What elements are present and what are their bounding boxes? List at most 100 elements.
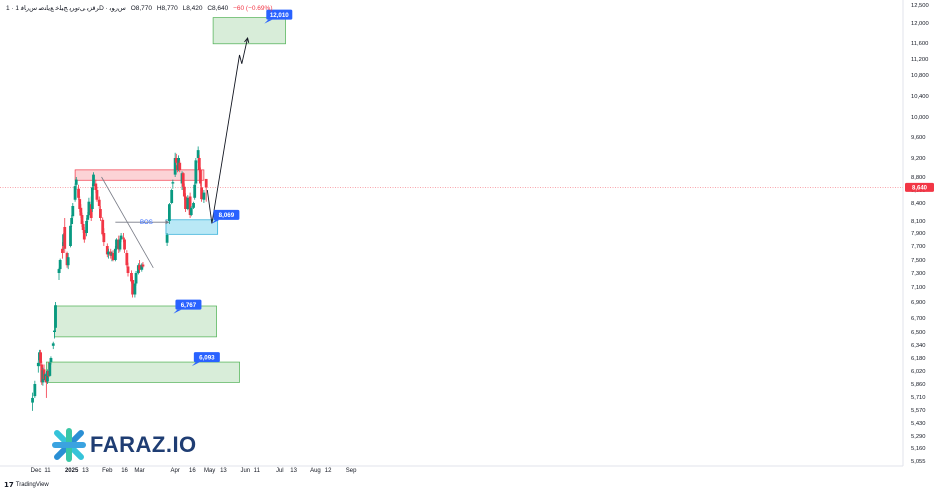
- candle-body: [66, 257, 70, 266]
- candle-body: [111, 253, 115, 260]
- x-tick-label: Sep: [346, 468, 357, 474]
- candle-body: [131, 280, 134, 295]
- candle-body: [70, 218, 74, 224]
- candle-body: [165, 234, 169, 243]
- candle-body: [197, 158, 201, 170]
- y-tick-label: 5,160: [911, 446, 926, 452]
- faraz-watermark: FARAZ.IO: [52, 428, 197, 462]
- price-label-box: [213, 209, 240, 220]
- y-tick-label: 6,340: [911, 343, 926, 349]
- price-label-box: [193, 352, 220, 363]
- candle-body: [193, 184, 197, 198]
- bos-arrow-icon: [165, 220, 170, 225]
- candle-body: [102, 233, 106, 243]
- y-tick-label: 8,100: [911, 219, 926, 225]
- price-label: 8,069: [219, 212, 235, 219]
- candle-body: [92, 174, 95, 187]
- candle-body: [194, 160, 198, 184]
- candle-body: [86, 215, 90, 220]
- price-label-pointer-icon: [191, 362, 200, 367]
- candle-body: [69, 225, 72, 246]
- y-tick-label: 9,600: [911, 135, 926, 141]
- candle-body: [81, 224, 85, 230]
- candle-body: [122, 237, 125, 239]
- last-price-tag: [905, 182, 934, 192]
- candle-body: [138, 265, 141, 270]
- y-tick-label: 6,020: [911, 369, 926, 375]
- y-tick-label: 8,400: [911, 201, 926, 207]
- candle-body: [77, 188, 80, 198]
- x-tick-label: Dec: [31, 468, 42, 474]
- bos-label: BOS: [140, 220, 153, 226]
- projection-path: [206, 37, 249, 224]
- tradingview-footer[interactable]: 𝟭𝟳 TradingView: [4, 481, 49, 489]
- x-tick-label: 2025: [65, 468, 79, 474]
- zone-red: [74, 169, 205, 181]
- candle-body: [173, 158, 177, 175]
- y-tick-label: 7,500: [911, 258, 926, 264]
- ohlc-low: L8,420: [182, 5, 203, 12]
- price-label-box: [266, 9, 293, 20]
- price-label: 6,767: [181, 302, 197, 309]
- candle-body: [200, 187, 203, 200]
- x-tick-label: 11: [254, 468, 261, 474]
- candle-body: [78, 199, 82, 209]
- x-tick-label: 13: [220, 468, 227, 474]
- symbol-name[interactable]: ﺮﻗﺰﯾ ﯽﺗﻭﺮﭘ ﺞﯿﻠﺧ ﻊﯾﺎﻨﺻ ﺱﺭﺎﻓ 1 · 1D · ﺱﺭﻮﺑ: [6, 5, 126, 12]
- x-tick-label: Aug: [310, 468, 321, 474]
- price-label-pointer-icon: [173, 309, 182, 314]
- candle-body: [118, 239, 122, 250]
- x-tick-label: 11: [44, 468, 51, 474]
- y-tick-label: 10,400: [911, 94, 929, 100]
- x-tick-label: May: [204, 468, 215, 474]
- y-tick-label: 11,200: [911, 57, 928, 63]
- candle-body: [199, 169, 202, 184]
- candle-body: [31, 397, 34, 403]
- last-price-label: 8,640: [912, 185, 928, 191]
- candle-body: [63, 227, 67, 249]
- x-tick-label: 16: [189, 468, 196, 474]
- candle-body: [189, 207, 193, 215]
- candle-body: [39, 352, 42, 363]
- candle-body: [87, 201, 91, 215]
- candle-body: [51, 343, 55, 346]
- candle-body: [36, 362, 40, 367]
- candle-body: [54, 305, 57, 328]
- candle-body: [85, 221, 88, 233]
- symbol-header: ﺮﻗﺰﯾ ﯽﺗﻭﺮﭘ ﺞﯿﻠﺧ ﻊﯾﺎﻨﺻ ﺱﺭﺎﻓ 1 · 1D · ﺱﺭﻮﺑ…: [6, 4, 275, 12]
- y-tick-label: 7,100: [911, 285, 926, 291]
- candle-body: [181, 173, 185, 187]
- candle-body: [94, 183, 98, 190]
- x-tick-label: Mar: [134, 468, 144, 474]
- candle-body: [99, 209, 102, 218]
- candle-body: [80, 215, 84, 224]
- x-tick-label: Apr: [170, 468, 179, 474]
- price-label-pointer-icon: [211, 219, 220, 224]
- y-tick-label: 10,000: [911, 115, 929, 121]
- candle-body: [105, 246, 109, 255]
- y-tick-label: 7,900: [911, 231, 926, 237]
- candle-body: [115, 239, 118, 249]
- candle-body: [140, 264, 144, 270]
- y-tick-label: 6,180: [911, 356, 926, 362]
- candle-body: [97, 199, 101, 206]
- candle-body: [79, 207, 83, 216]
- y-tick-label: 7,300: [911, 271, 926, 277]
- candle-body: [71, 206, 75, 217]
- candle-body: [82, 230, 86, 240]
- faraz-logo-icon: [52, 428, 86, 462]
- y-tick-label: 6,700: [911, 316, 926, 322]
- ohlc-open: O8,770: [130, 5, 153, 12]
- y-tick-label: 12,000: [911, 21, 929, 27]
- candle-body: [73, 186, 77, 200]
- candle-body: [74, 179, 78, 185]
- candle-body: [101, 219, 105, 235]
- candle-body: [46, 371, 49, 382]
- projection-arrow-icon: [244, 36, 250, 43]
- faraz-logo-text: FARAZ.IO: [90, 432, 197, 457]
- y-tick-label: 8,800: [911, 175, 926, 181]
- candle-body: [57, 269, 61, 273]
- tradingview-brand: TradingView: [15, 482, 49, 488]
